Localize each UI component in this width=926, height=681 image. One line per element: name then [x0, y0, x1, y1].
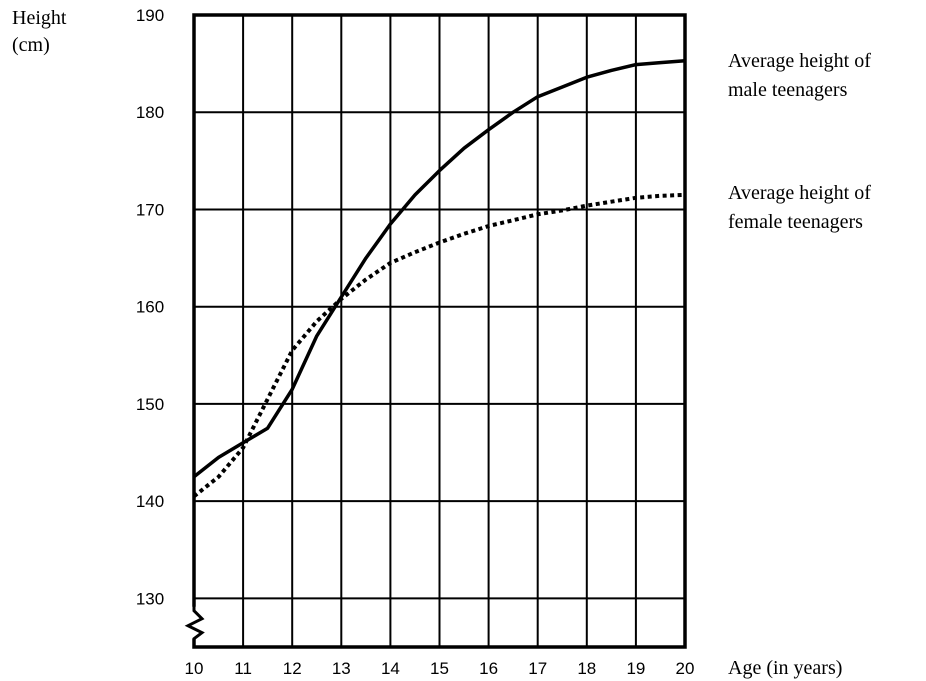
x-tick-label: 18	[577, 659, 596, 678]
y-axis-label: (cm)	[12, 34, 50, 56]
series-label-male: male teenagers	[728, 79, 848, 101]
x-tick-label: 19	[626, 659, 645, 678]
x-tick-label: 10	[185, 659, 204, 678]
y-tick-label: 150	[136, 395, 164, 414]
x-tick-label: 14	[381, 659, 400, 678]
x-tick-label: 20	[676, 659, 695, 678]
x-tick-label: 13	[332, 659, 351, 678]
series-label-male: Average height of	[728, 50, 871, 72]
y-tick-label: 170	[136, 200, 164, 219]
x-tick-label: 16	[479, 659, 498, 678]
series-label-female: female teenagers	[728, 211, 863, 233]
plot-frame	[184, 13, 687, 649]
y-axis-label: Height	[12, 7, 67, 29]
y-tick-label: 130	[136, 589, 164, 608]
tick-labels: 130 140 150 160 170 180 190 10 11 12 13 14 15 16 17 18 1…	[136, 6, 695, 678]
series-line-female	[192, 192, 686, 498]
x-tick-label: 17	[528, 659, 547, 678]
x-tick-label: 15	[430, 659, 449, 678]
x-tick-label: 12	[283, 659, 302, 678]
plot-border	[192, 13, 687, 649]
series-lines	[192, 58, 686, 498]
axis-break-icon	[184, 604, 205, 645]
labels: Height (cm) Age (in years) Average height o…	[12, 7, 871, 679]
y-tick-label: 160	[136, 298, 164, 317]
x-tick-label: 11	[234, 659, 252, 678]
y-tick-label: 140	[136, 492, 164, 511]
series-label-female: Average height of	[728, 182, 871, 204]
y-tick-label: 180	[136, 103, 164, 122]
series-line-male	[192, 58, 686, 479]
y-tick-label: 190	[136, 6, 164, 25]
x-axis-label: Age (in years)	[728, 657, 842, 679]
grid	[193, 14, 686, 647]
